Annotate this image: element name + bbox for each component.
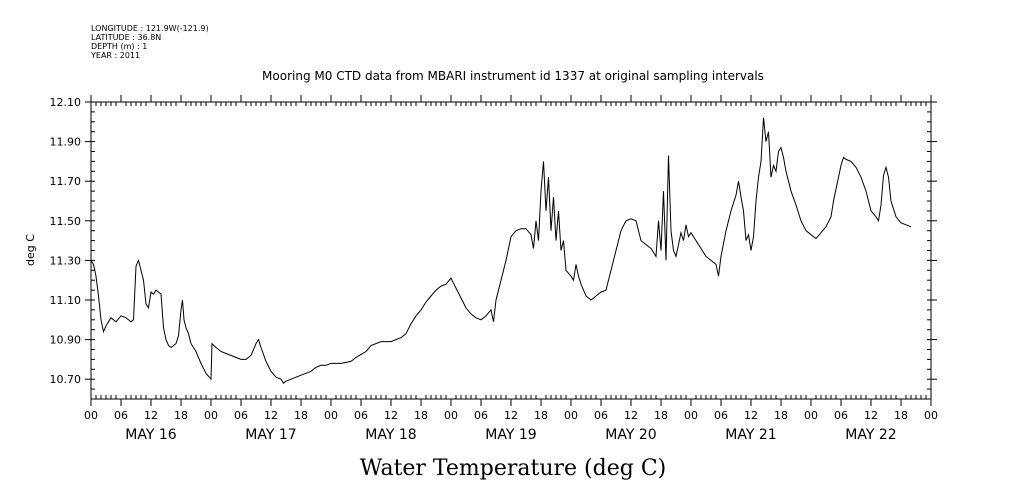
x-tick-label: 12 [624, 409, 638, 422]
y-tick-label: 11.50 [50, 215, 82, 228]
chart: LONGITUDE : 121.9W(-121.9) LATITUDE : 36… [0, 0, 1009, 504]
meta-line: YEAR : 2011 [90, 51, 140, 60]
y-tick-label: 11.30 [50, 254, 82, 267]
x-tick-label: 18 [894, 409, 908, 422]
x-tick-label: 00 [444, 409, 458, 422]
y-axis-label: deg C [24, 234, 37, 266]
x-tick-label: 12 [264, 409, 278, 422]
x-tick-label: 12 [864, 409, 878, 422]
x-tick-label: 00 [204, 409, 218, 422]
plot-frame [91, 102, 931, 399]
y-tick-label: 11.10 [50, 294, 82, 307]
chart-title: Mooring M0 CTD data from MBARI instrumen… [262, 69, 764, 83]
meta-line: DEPTH (m) : 1 [91, 42, 147, 51]
y-tick-label: 11.70 [50, 175, 82, 188]
x-tick-label: 00 [804, 409, 818, 422]
x-tick-label: 12 [384, 409, 398, 422]
x-tick-label: 00 [924, 409, 938, 422]
y-axis: 10.70 10.90 11.10 11.30 11.50 11.70 11.90 12.10 [50, 96, 938, 399]
x-tick-label: 18 [534, 409, 548, 422]
x-tick-label: 00 [564, 409, 578, 422]
y-tick-label: 10.90 [50, 334, 82, 347]
x-tick-label: 18 [654, 409, 668, 422]
x-tick-label: 00 [84, 409, 98, 422]
x-axis: 00 06 12 18 00 06 12 18 00 06 12 18 00 06 12 18 00 06 12 18… [84, 95, 938, 443]
x-tick-label: 06 [714, 409, 728, 422]
x-day-label: MAY 18 [365, 427, 416, 443]
x-day-label: MAY 16 [125, 427, 176, 443]
x-tick-label: 18 [174, 409, 188, 422]
x-day-label: MAY 19 [485, 427, 536, 443]
x-axis-minor-ticks [96, 102, 926, 399]
x-day-label: MAY 20 [605, 427, 656, 443]
x-day-label: MAY 21 [725, 427, 776, 443]
x-tick-label: 18 [294, 409, 308, 422]
x-tick-label: 12 [144, 409, 158, 422]
x-tick-label: 06 [594, 409, 608, 422]
x-tick-label: 00 [324, 409, 338, 422]
x-tick-label: 18 [414, 409, 428, 422]
series-line-water-temperature [91, 118, 911, 383]
meta-line: LONGITUDE : 121.9W(-121.9) [91, 24, 209, 33]
x-day-label: MAY 17 [245, 427, 296, 443]
y-tick-label: 11.90 [50, 136, 82, 149]
meta-line: LATITUDE : 36.8N [91, 33, 161, 42]
x-tick-label: 06 [474, 409, 488, 422]
x-tick-label: 00 [684, 409, 698, 422]
x-tick-label: 06 [834, 409, 848, 422]
x-tick-label: 06 [114, 409, 128, 422]
x-tick-label: 12 [504, 409, 518, 422]
x-tick-label: 06 [234, 409, 248, 422]
x-tick-label: 18 [774, 409, 788, 422]
x-tick-label: 06 [354, 409, 368, 422]
y-tick-label: 12.10 [50, 96, 82, 109]
meta-block: LONGITUDE : 121.9W(-121.9) LATITUDE : 36… [90, 24, 209, 60]
x-day-label: MAY 22 [845, 427, 896, 443]
y-tick-label: 10.70 [50, 373, 82, 386]
x-axis-label: Water Temperature (deg C) [360, 456, 667, 481]
x-tick-label: 12 [744, 409, 758, 422]
